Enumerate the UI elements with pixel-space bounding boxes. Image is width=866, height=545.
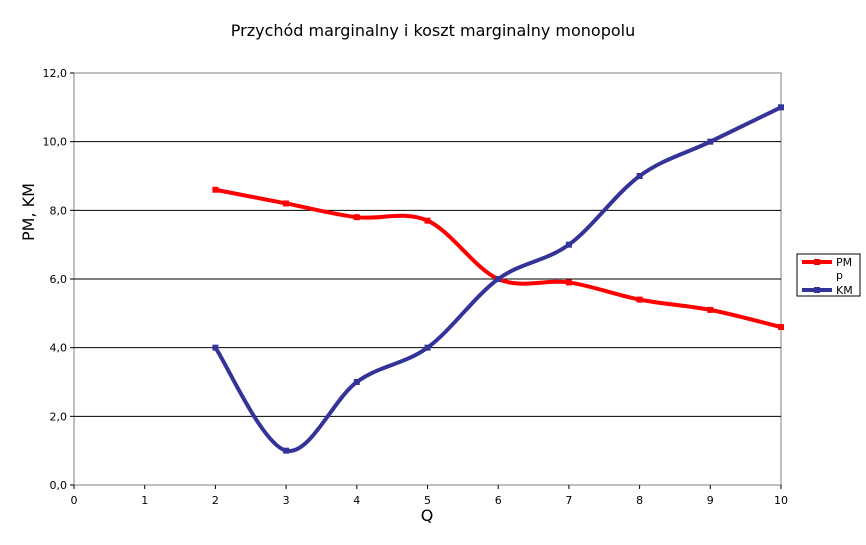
legend-km-marker — [814, 287, 820, 293]
legend-km-label: KM — [836, 284, 853, 297]
series-km-point — [778, 104, 784, 111]
y-axis-ticks: 0,0 2,0 4,0 6,0 8,0 10,0 12,0 — [43, 67, 74, 492]
x-axis-label: Q — [421, 506, 434, 525]
series-pm-point — [636, 296, 643, 303]
series-layer — [212, 104, 784, 454]
series-pm-point — [424, 217, 431, 224]
x-tick-label: 1 — [141, 494, 148, 507]
series-km-point — [283, 447, 290, 454]
series-km-line — [213, 105, 783, 453]
legend: PMp KM — [796, 253, 861, 297]
y-tick-label: 0,0 — [50, 479, 68, 492]
x-tick-label: 4 — [353, 494, 360, 507]
series-km-point — [565, 241, 572, 248]
x-tick-label: 0 — [71, 494, 78, 507]
y-axis-label: PM, KM — [19, 183, 38, 241]
y-tick-label: 8,0 — [50, 204, 68, 217]
series-km-point — [353, 379, 360, 385]
x-tick-label: 8 — [636, 494, 643, 507]
x-tick-label: 2 — [212, 494, 219, 507]
x-tick-label: 5 — [424, 494, 431, 507]
series-pm-point — [565, 279, 572, 286]
grid — [74, 141, 781, 417]
series-km-point — [707, 138, 714, 145]
series-km-point — [636, 173, 643, 179]
y-tick-label: 10,0 — [43, 136, 68, 149]
series-pm — [212, 186, 784, 331]
legend-pm-label: PM — [836, 256, 852, 269]
legend-pm-marker — [814, 259, 820, 265]
series-km-point — [424, 344, 431, 351]
series-pm-point — [778, 324, 784, 331]
x-tick-label: 9 — [707, 494, 714, 507]
x-tick-label: 10 — [774, 494, 788, 507]
series-km — [212, 104, 784, 454]
chart-title: Przychód marginalny i koszt marginalny m… — [231, 21, 635, 40]
x-tick-label: 6 — [495, 494, 502, 507]
series-pm-point — [353, 214, 360, 221]
series-km-point — [495, 276, 502, 282]
y-tick-label: 12,0 — [43, 67, 68, 80]
y-tick-label: 2,0 — [50, 410, 68, 423]
legend-p-label: p — [836, 269, 843, 282]
series-pm-point — [212, 186, 219, 193]
x-axis-ticks: 0 1 2 3 4 5 6 7 8 9 10 — [71, 485, 788, 507]
x-tick-label: 7 — [565, 494, 572, 507]
y-tick-label: 4,0 — [50, 342, 68, 355]
x-tick-label: 3 — [283, 494, 290, 507]
series-pm-point — [283, 200, 290, 207]
y-tick-label: 6,0 — [50, 273, 68, 286]
series-km-point — [212, 344, 219, 351]
series-pm-point — [707, 306, 714, 313]
